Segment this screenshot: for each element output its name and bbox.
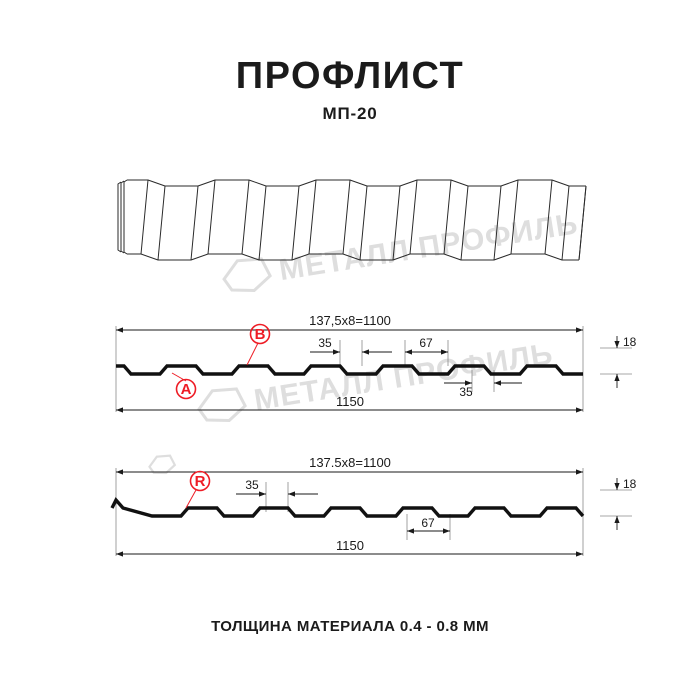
- dim-rib-35-bottom: 35: [236, 478, 318, 497]
- extension-lines-top: [115, 326, 632, 412]
- dim-height-18: 18: [614, 335, 637, 388]
- callout-b: B: [246, 323, 271, 366]
- dim-height-18-bottom: 18: [614, 477, 637, 530]
- iso-sheet-body: [117, 179, 587, 261]
- page-subtitle: МП-20: [322, 104, 378, 123]
- dim-label-1150-bottom: 1150: [336, 538, 364, 553]
- profile-polyline-bottom: [110, 496, 585, 518]
- dim-rib-top-35: 35: [310, 336, 392, 355]
- extension-lines-bottom: [115, 468, 632, 556]
- dim-label-67-top: 67: [419, 336, 433, 350]
- callout-b-label: B: [255, 326, 266, 343]
- dim-top-overall: 137,5x8=1100: [116, 313, 583, 333]
- dim-bottom-1150-b: 1150: [116, 538, 583, 557]
- dim-bottom-overall: 137.5x8=1100: [116, 455, 583, 475]
- dim-label-35-bottom: 35: [245, 478, 259, 492]
- callout-a-label: A: [181, 381, 192, 398]
- dim-label-1150-top: 1150: [336, 394, 364, 409]
- dim-lower-35: 35: [444, 380, 522, 399]
- dim-valley-67-bottom: 67: [407, 516, 450, 534]
- dim-label-67-bottom: 67: [421, 516, 435, 530]
- material-thickness-note: ТОЛЩИНА МАТЕРИАЛА 0.4 - 0.8 ММ: [211, 618, 489, 635]
- dim-valley-67: 67: [405, 336, 448, 355]
- dim-label-bottom-overall: 137.5x8=1100: [309, 455, 391, 470]
- callout-a: A: [171, 372, 197, 400]
- dim-label-18-top: 18: [623, 335, 637, 349]
- dim-label-18-bottom: 18: [623, 477, 637, 491]
- dim-label-35-lower: 35: [459, 385, 473, 399]
- dim-bottom-1150: 1150: [116, 394, 583, 413]
- dim-label-35-top: 35: [318, 336, 332, 350]
- profile-polyline-top: [116, 364, 583, 376]
- dim-label-top-overall: 137,5x8=1100: [309, 313, 391, 328]
- callout-r-label: R: [195, 473, 206, 490]
- page-title: ПРОФЛИСТ: [235, 55, 465, 97]
- watermark-3: [148, 454, 177, 475]
- callout-r: R: [185, 470, 211, 509]
